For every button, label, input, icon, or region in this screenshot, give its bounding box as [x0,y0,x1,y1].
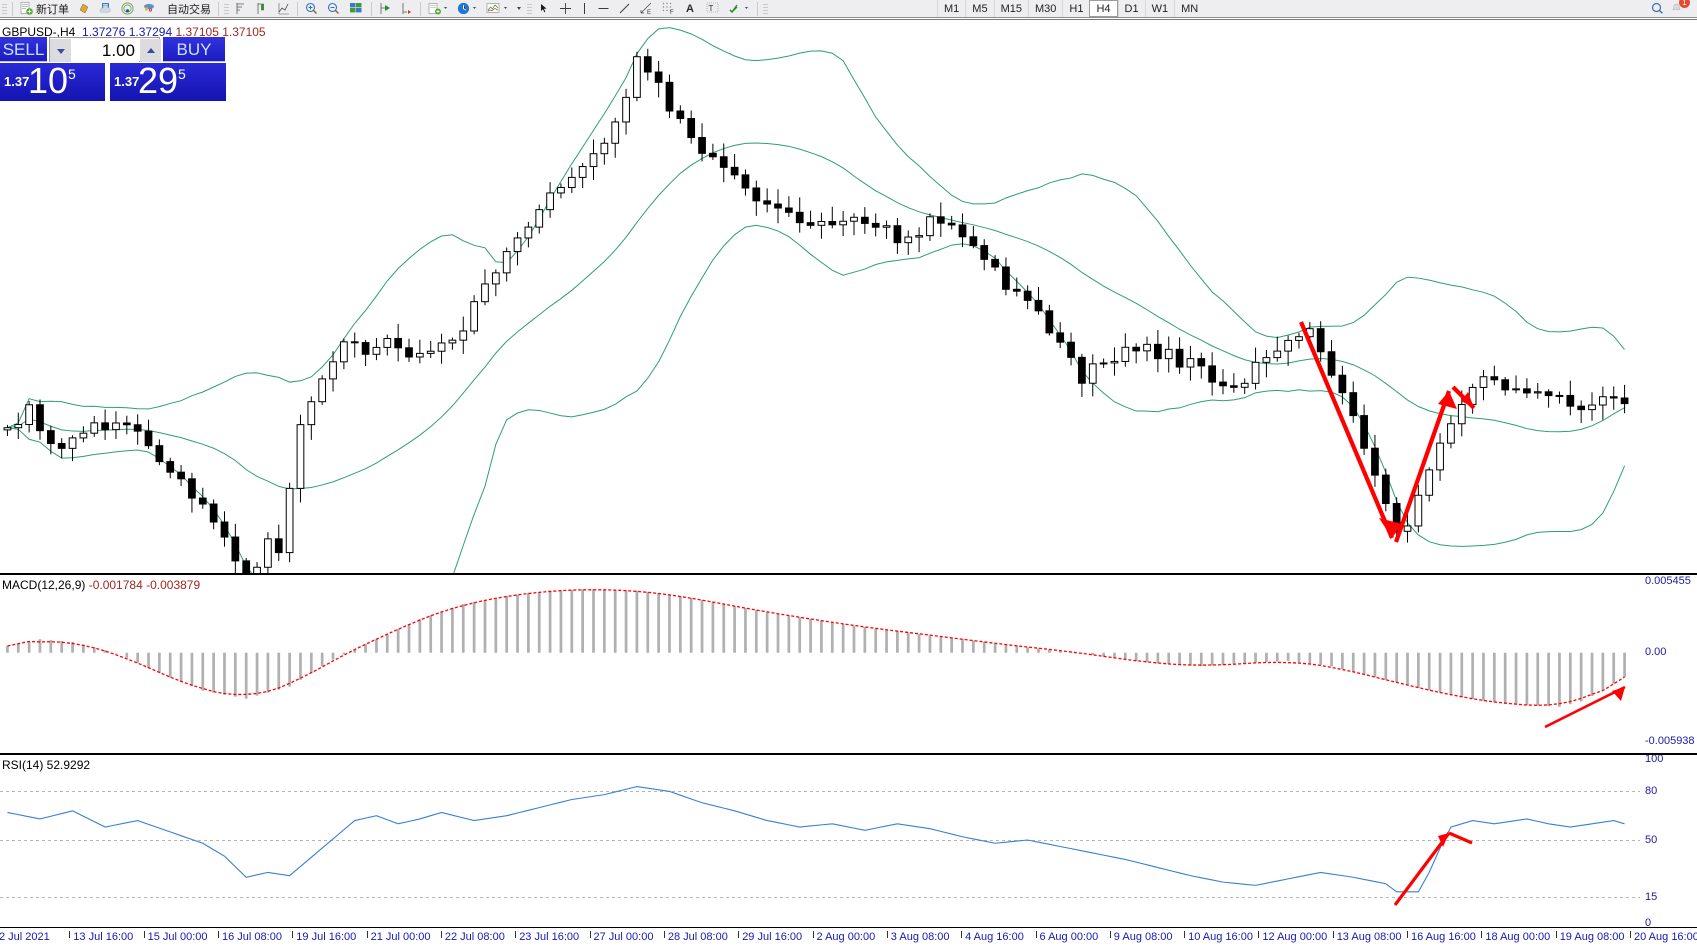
svg-text:A: A [686,3,694,15]
svg-text:T: T [709,4,714,13]
svg-text:E: E [647,10,651,15]
svg-text:F: F [670,10,674,15]
